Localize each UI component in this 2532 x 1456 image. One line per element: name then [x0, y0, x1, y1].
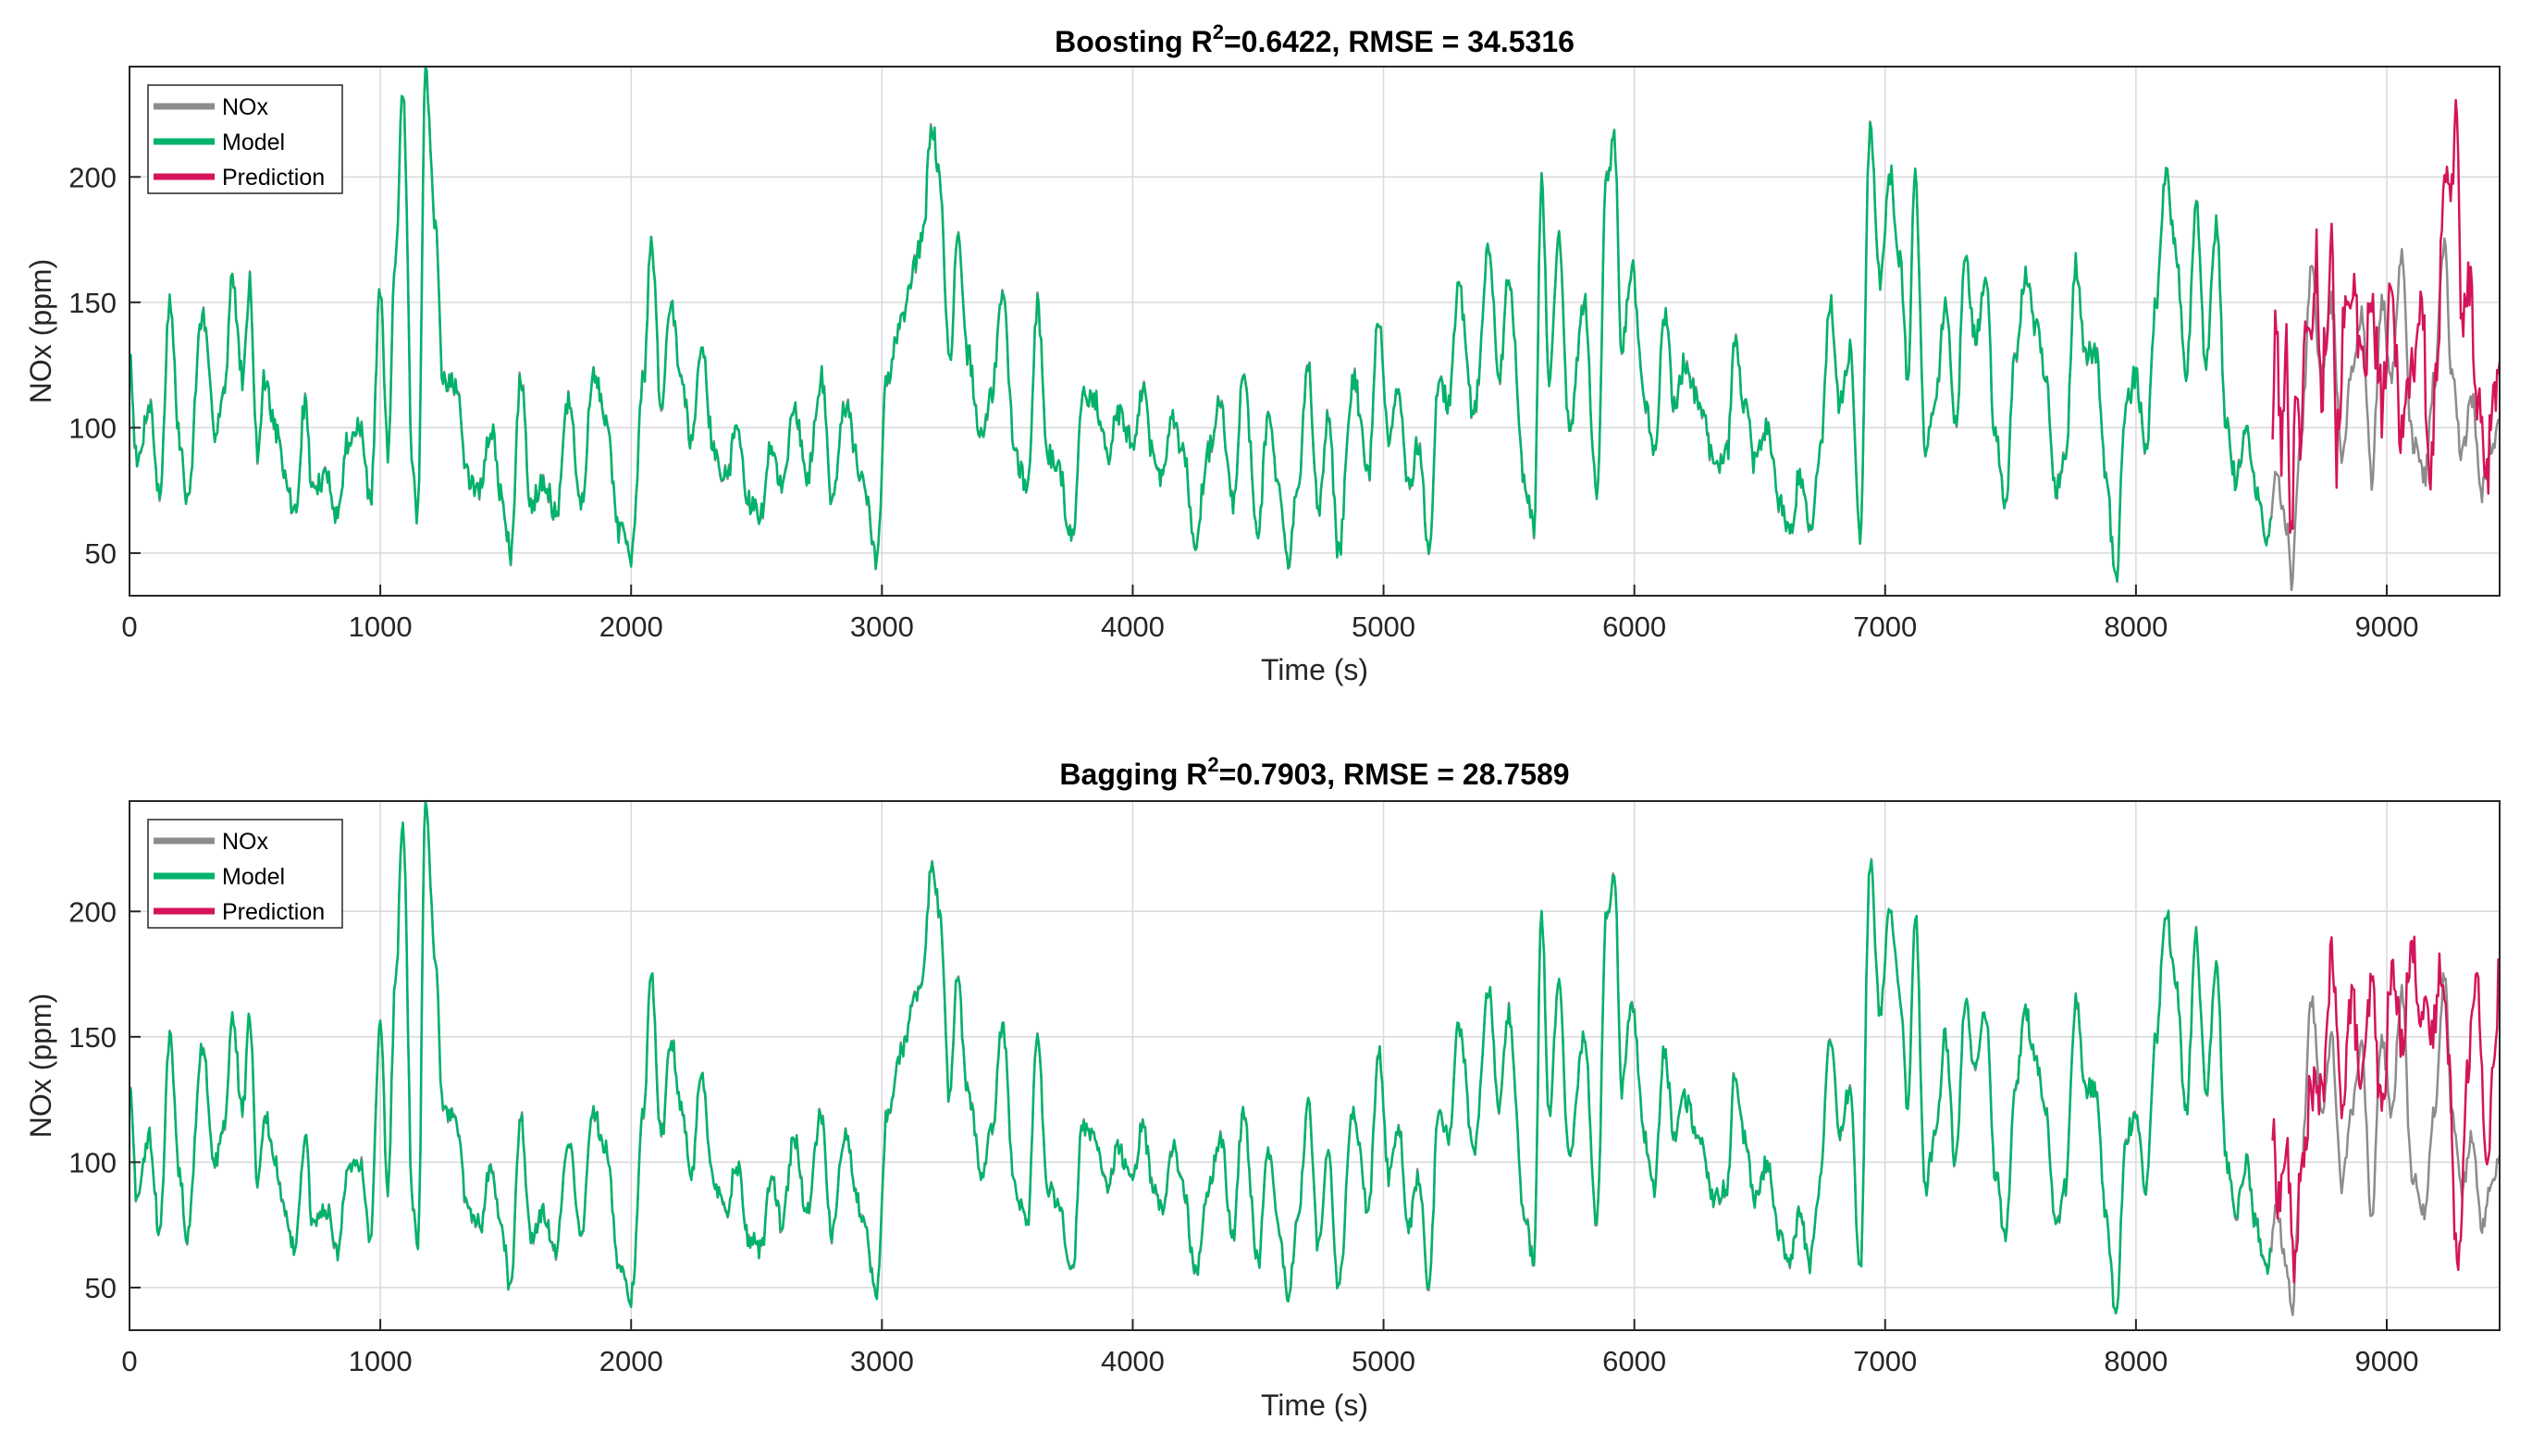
x-tick-label: 8000 — [2104, 1345, 2168, 1377]
x-tick-label: 2000 — [599, 1345, 663, 1377]
x-tick-label: 6000 — [1602, 611, 1666, 643]
x-tick-label: 7000 — [1853, 611, 1917, 643]
plot-frame — [129, 66, 2501, 597]
legend: NOx Model Prediction — [147, 84, 343, 194]
x-tick-label: 5000 — [1352, 611, 1415, 643]
legend-label-nox: NOx — [222, 829, 269, 855]
legend: NOx Model Prediction — [147, 819, 343, 929]
legend-label-prediction: Prediction — [222, 899, 325, 925]
x-axis-label: Time (s) — [1261, 1388, 1368, 1422]
x-tick-label: 6000 — [1602, 1345, 1666, 1377]
x-tick-label: 3000 — [850, 611, 914, 643]
plot-boosting: Boosting R2=0.6422, RMSE = 34.5316 0 1000… — [24, 20, 2501, 686]
y-tick-label: 50 — [85, 537, 117, 570]
x-axis-ticks: 0 1000 2000 3000 4000 5000 6000 7000 8000 9000 — [121, 1319, 2418, 1377]
x-tick-label: 4000 — [1101, 611, 1165, 643]
legend-label-model: Model — [222, 864, 285, 890]
x-tick-label: 0 — [121, 1345, 137, 1377]
x-tick-label: 1000 — [349, 1345, 413, 1377]
x-tick-label: 5000 — [1352, 1345, 1415, 1377]
x-tick-label: 4000 — [1101, 1345, 1165, 1377]
plot-bagging: Bagging R2=0.7903, RMSE = 28.7589 0 1000 2… — [24, 753, 2501, 1422]
series-line-prediction — [2271, 98, 2501, 535]
y-tick-label: 200 — [68, 895, 117, 928]
y-axis-ticks: 50 100 150 200 — [68, 895, 141, 1304]
legend-label-model: Model — [222, 130, 285, 155]
x-tick-label: 3000 — [850, 1345, 914, 1377]
x-tick-label: 2000 — [599, 611, 663, 643]
x-tick-label: 1000 — [349, 611, 413, 643]
x-tick-label: 9000 — [2355, 1345, 2419, 1377]
series-group — [128, 799, 2501, 1316]
plot-title: Boosting R2=0.6422, RMSE = 34.5316 — [1055, 20, 1575, 58]
legend-label-prediction: Prediction — [222, 165, 325, 191]
plot-title: Bagging R2=0.7903, RMSE = 28.7589 — [1059, 753, 1569, 791]
x-tick-label: 8000 — [2104, 611, 2168, 643]
y-axis-label: NOx (ppm) — [24, 259, 57, 403]
series-line-model — [128, 65, 2273, 582]
x-tick-label: 7000 — [1853, 1345, 1917, 1377]
y-tick-label: 150 — [68, 287, 117, 319]
grid-lines — [130, 801, 2500, 1330]
x-tick-label: 0 — [121, 611, 137, 643]
x-axis-label: Time (s) — [1261, 653, 1368, 686]
grid-lines — [130, 67, 2500, 596]
x-axis-ticks: 0 1000 2000 3000 4000 5000 6000 7000 8000 9000 — [121, 585, 2418, 643]
legend-label-nox: NOx — [222, 94, 269, 120]
y-axis-ticks: 50 100 150 200 — [68, 161, 141, 570]
y-tick-label: 50 — [85, 1272, 117, 1304]
y-tick-label: 100 — [68, 412, 117, 444]
plot-frame — [129, 800, 2501, 1331]
series-group — [128, 65, 2501, 592]
series-line-prediction — [2271, 935, 2501, 1284]
y-tick-label: 200 — [68, 161, 117, 193]
series-line-model — [129, 799, 2273, 1315]
y-tick-label: 150 — [68, 1021, 117, 1054]
y-tick-label: 100 — [68, 1146, 117, 1178]
y-axis-label: NOx (ppm) — [24, 993, 57, 1138]
x-tick-label: 9000 — [2355, 611, 2419, 643]
